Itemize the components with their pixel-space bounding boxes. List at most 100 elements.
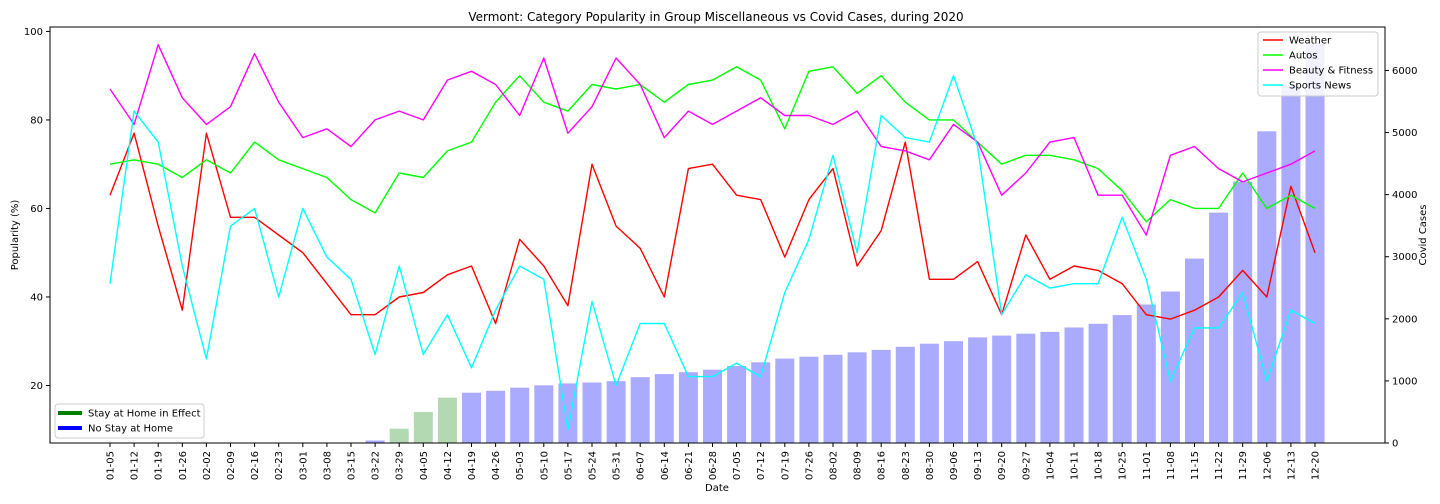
x-tick-label: 03-22 bbox=[371, 451, 382, 480]
x-tick-label: 02-02 bbox=[202, 451, 213, 480]
covid-bar-10-11 bbox=[1064, 327, 1084, 443]
x-tick-label: 08-09 bbox=[853, 451, 864, 480]
covid-bar-05-31 bbox=[606, 381, 626, 443]
covid-bar-03-22 bbox=[365, 440, 385, 443]
y2-tick-label: 1000 bbox=[1392, 376, 1417, 387]
covid-bar-11-08 bbox=[1160, 291, 1180, 443]
covid-bar-04-05 bbox=[413, 412, 433, 443]
covid-bar-11-15 bbox=[1185, 258, 1204, 443]
x-tick-label: 08-02 bbox=[829, 451, 840, 480]
y-axis-right: 0 1000 2000 3000 4000 5000 6000 bbox=[1385, 66, 1417, 450]
legend-label-sports-news: Sports News bbox=[1289, 81, 1351, 92]
x-tick-label: 11-29 bbox=[1238, 451, 1249, 480]
covid-bar-12-20 bbox=[1305, 43, 1325, 443]
covid-bar-03-29 bbox=[389, 428, 409, 443]
y2-tick-label: 3000 bbox=[1392, 252, 1417, 263]
x-tick-label: 07-19 bbox=[780, 451, 791, 480]
y2-tick-label: 2000 bbox=[1392, 314, 1417, 325]
y2-tick-label: 5000 bbox=[1392, 128, 1417, 139]
y2-tick-label: 6000 bbox=[1392, 66, 1417, 77]
y-tick-label: 40 bbox=[30, 292, 43, 303]
covid-bar-06-14 bbox=[654, 374, 674, 443]
x-tick-label: 11-22 bbox=[1214, 451, 1225, 480]
legend-bottom-left: Stay at Home in Effect No Stay at Home bbox=[54, 403, 205, 439]
covid-bar-10-25 bbox=[1112, 315, 1132, 443]
x-tick-label: 02-23 bbox=[274, 451, 285, 480]
series-line-beauty-fitness bbox=[109, 44, 1316, 236]
x-tick-label: 09-27 bbox=[1021, 451, 1032, 480]
x-tick-label: 02-09 bbox=[226, 451, 237, 480]
x-tick-label: 06-07 bbox=[636, 451, 647, 480]
x-tick-label: 07-26 bbox=[804, 451, 815, 480]
x-tick-label: 06-14 bbox=[660, 451, 671, 480]
y-axis-label-right: Covid Cases bbox=[1418, 204, 1429, 265]
series-line-weather bbox=[109, 132, 1316, 325]
covid-bar-09-20 bbox=[992, 335, 1012, 443]
covid-bar-06-07 bbox=[630, 377, 650, 443]
chart-title: Vermont: Category Popularity in Group Mi… bbox=[468, 10, 963, 24]
x-tick-label: 02-16 bbox=[250, 451, 261, 480]
covid-bar-04-12 bbox=[437, 397, 457, 443]
x-tick-label: 12-13 bbox=[1286, 451, 1297, 480]
legend-top-right: Weather Autos Beauty & Fitness Sports News bbox=[1257, 31, 1379, 97]
x-tick-label: 05-17 bbox=[563, 451, 574, 480]
covid-bar-04-19 bbox=[462, 392, 481, 443]
x-tick-label: 04-19 bbox=[467, 451, 478, 480]
covid-bar-07-19 bbox=[775, 358, 795, 443]
x-tick-label: 09-20 bbox=[997, 451, 1008, 480]
x-tick-label: 10-18 bbox=[1094, 451, 1105, 480]
x-tick-label: 10-11 bbox=[1070, 451, 1081, 480]
covid-bar-09-13 bbox=[968, 337, 988, 443]
x-tick-label: 01-19 bbox=[154, 451, 165, 480]
y-tick-label: 100 bbox=[24, 27, 43, 38]
x-tick-label: 06-28 bbox=[708, 451, 719, 480]
x-tick-label: 03-29 bbox=[395, 451, 406, 480]
x-tick-label: 03-01 bbox=[298, 451, 309, 480]
series-line-sports-news bbox=[109, 74, 1316, 431]
covid-bar-07-26 bbox=[799, 356, 819, 443]
legend-label-weather: Weather bbox=[1289, 36, 1332, 47]
covid-bar-06-21 bbox=[678, 372, 698, 443]
covid-bar-08-16 bbox=[871, 349, 891, 443]
covid-bar-11-29 bbox=[1233, 181, 1253, 443]
x-tick-label: 03-08 bbox=[322, 451, 333, 480]
y2-tick-label: 0 bbox=[1392, 439, 1398, 450]
legend-label-autos: Autos bbox=[1289, 51, 1317, 62]
covid-bar-05-24 bbox=[582, 382, 602, 443]
x-tick-label: 05-31 bbox=[612, 451, 623, 480]
plot-frame bbox=[49, 26, 1386, 444]
legend-label-stay-at-home: Stay at Home in Effect bbox=[88, 409, 201, 420]
x-tick-label: 06-21 bbox=[684, 451, 695, 480]
y-tick-label: 80 bbox=[30, 115, 43, 126]
x-axis: 01-05 01-12 01-19 01-26 02-02 02-09 02-16 02-23… bbox=[106, 443, 1322, 480]
x-tick-label: 09-06 bbox=[949, 451, 960, 480]
y-tick-label: 20 bbox=[30, 381, 43, 392]
legend-label-no-stay-at-home: No Stay at Home bbox=[88, 424, 173, 435]
legend-top-right-box bbox=[1257, 31, 1379, 97]
x-tick-label: 07-05 bbox=[732, 451, 743, 480]
x-tick-label: 05-24 bbox=[588, 451, 599, 480]
x-tick-label: 10-25 bbox=[1118, 451, 1129, 480]
covid-bar-10-18 bbox=[1088, 323, 1108, 443]
x-tick-label: 04-12 bbox=[443, 451, 454, 480]
covid-bar-08-02 bbox=[823, 354, 843, 443]
x-tick-label: 11-08 bbox=[1166, 451, 1177, 480]
x-tick-label: 03-15 bbox=[347, 451, 358, 480]
legend-bottom-left-box bbox=[54, 403, 205, 439]
y-axis-label-left: Popularity (%) bbox=[10, 200, 21, 271]
series-line-autos bbox=[109, 66, 1316, 223]
legend-label-beauty-fitness: Beauty & Fitness bbox=[1289, 66, 1373, 77]
x-tick-label: 08-30 bbox=[925, 451, 936, 480]
x-tick-label: 11-15 bbox=[1190, 451, 1201, 480]
covid-bar-09-27 bbox=[1016, 333, 1036, 443]
covid-bar-08-30 bbox=[919, 343, 939, 443]
covid-bar-09-06 bbox=[944, 341, 963, 443]
x-tick-label: 04-05 bbox=[419, 451, 430, 480]
x-tick-label: 08-16 bbox=[877, 451, 888, 480]
x-tick-label: 10-04 bbox=[1045, 451, 1056, 480]
x-tick-label: 11-01 bbox=[1142, 451, 1153, 480]
x-tick-label: 05-03 bbox=[515, 451, 526, 480]
covid-bar-05-03 bbox=[510, 387, 530, 443]
y2-tick-label: 4000 bbox=[1392, 190, 1417, 201]
